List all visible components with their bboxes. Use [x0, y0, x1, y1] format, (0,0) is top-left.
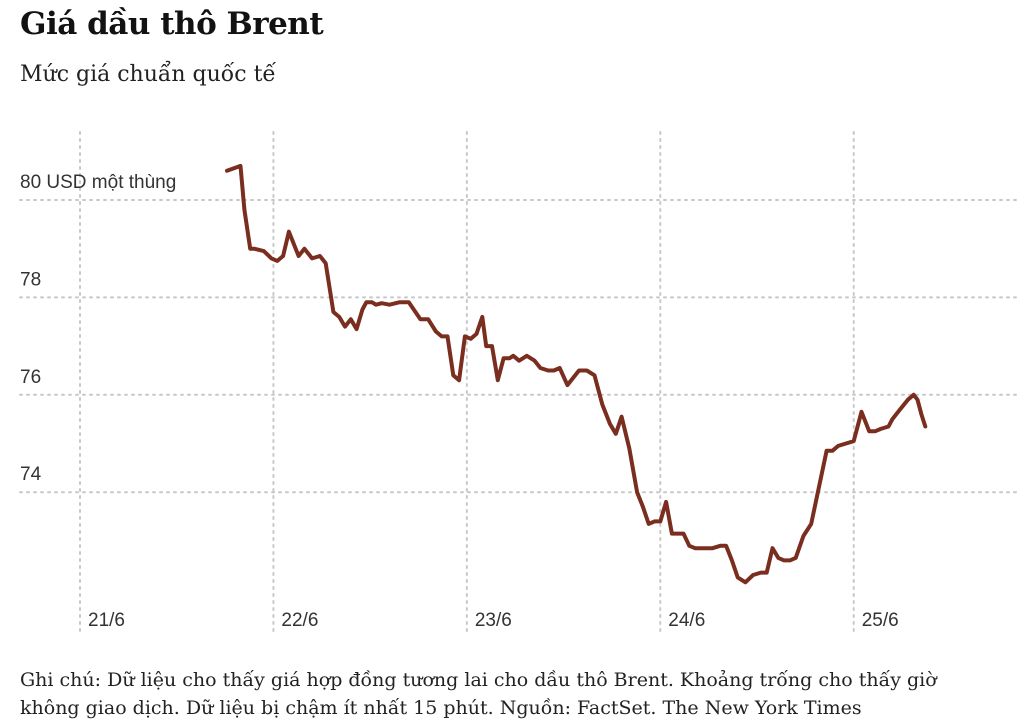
footnote: Ghi chú: Dữ liệu cho thấy giá hợp đồng t… [20, 666, 1010, 722]
x-tick-label: 21/6 [88, 610, 125, 631]
series-line [225, 163, 928, 585]
footnote-line-1: Ghi chú: Dữ liệu cho thấy giá hợp đồng t… [20, 669, 937, 691]
chart-title: Giá dầu thô Brent [20, 6, 324, 42]
y-tick-label: 74 [20, 464, 42, 485]
x-tick-label: 23/6 [475, 610, 512, 631]
x-tick-label: 25/6 [862, 610, 899, 631]
series-layer [225, 163, 928, 585]
chart-subtitle: Mức giá chuẩn quốc tế [20, 62, 276, 87]
y-tick-label: 78 [20, 269, 41, 290]
x-tick-label: 24/6 [668, 610, 705, 631]
line-chart: 74 76 78 80 USD một thùng 21/6 22/6 23/6 24/6 25… [19, 131, 1021, 633]
axis-ticks: 74 76 78 80 USD một thùng 21/6 22/6 23/6 24/6 25… [20, 172, 899, 631]
footnote-line-2: không giao dịch. Dữ liệu bị chậm ít nhất… [20, 697, 862, 719]
gridlines [19, 131, 1021, 633]
y-tick-label: 76 [20, 367, 41, 388]
y-tick-label: 80 USD một thùng [20, 172, 176, 193]
x-tick-label: 22/6 [281, 610, 318, 631]
